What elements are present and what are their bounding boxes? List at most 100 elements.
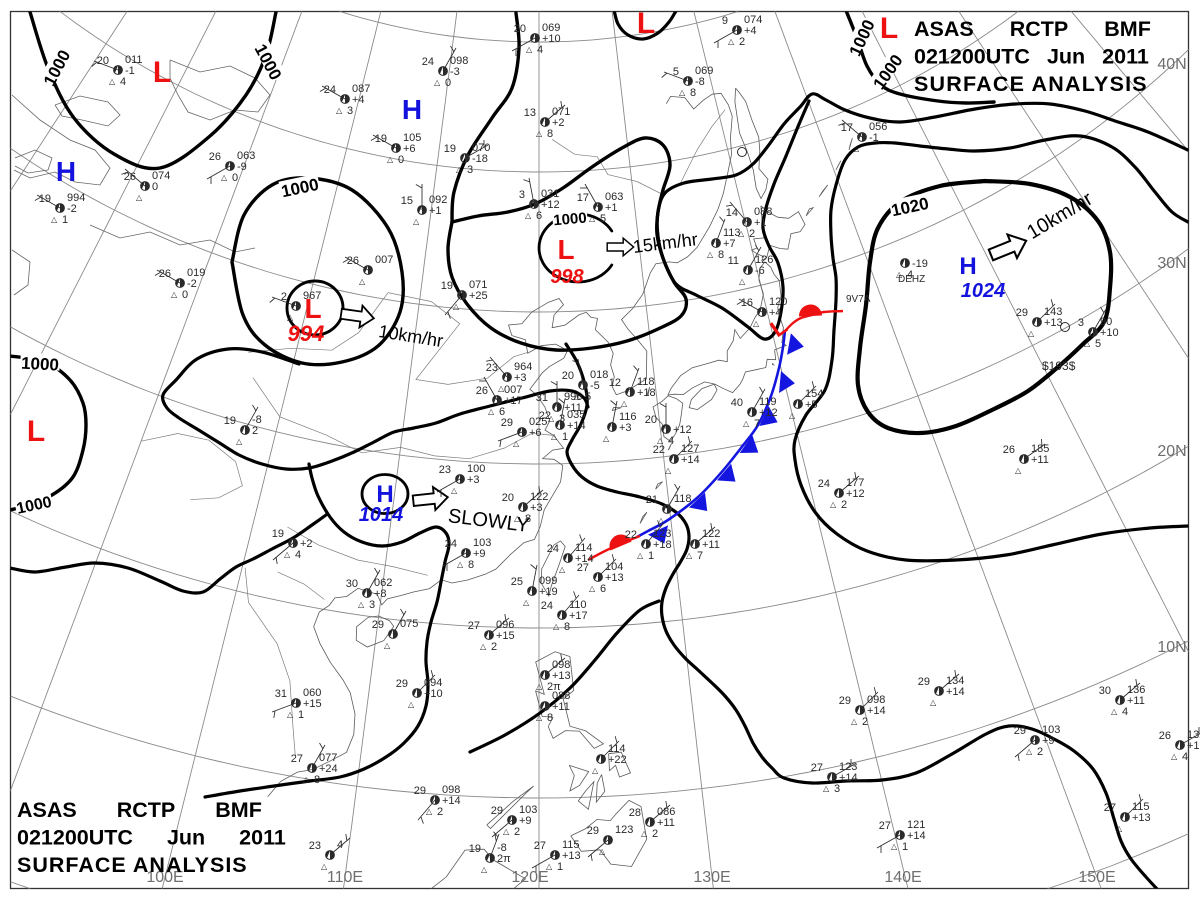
svg-text:21: 21 [646,494,658,506]
svg-text:23: 23 [309,840,321,852]
svg-text:+1: +1 [754,217,767,229]
svg-text:185: 185 [1031,443,1049,455]
svg-text:6: 6 [499,406,505,418]
svg-text:+25: +25 [469,290,488,302]
svg-text:27: 27 [534,840,546,852]
svg-text:△: △ [387,155,394,164]
svg-text:4: 4 [668,435,674,447]
svg-text:8: 8 [525,513,531,525]
svg-text:14: 14 [726,207,738,219]
svg-text:8: 8 [468,559,474,571]
svg-text:060: 060 [303,687,321,699]
svg-text:3: 3 [834,783,840,795]
svg-text:1000: 1000 [21,354,60,375]
svg-text:△: △ [451,486,458,495]
svg-text:+12: +12 [846,488,865,500]
svg-text:088: 088 [552,690,570,702]
svg-text:+10: +10 [1100,327,1119,339]
svg-text:2: 2 [491,641,497,653]
svg-text:28: 28 [629,807,641,819]
svg-text:90: 90 [1100,316,1112,328]
svg-text:△: △ [853,144,860,153]
svg-text:+2: +2 [552,117,565,129]
svg-text:△: △ [136,193,143,202]
svg-text:2: 2 [739,36,745,48]
svg-text:114: 114 [608,743,626,755]
svg-text:-8: -8 [695,76,705,88]
svg-text:2: 2 [514,826,520,838]
svg-text:△: △ [498,384,505,393]
svg-text:△: △ [592,766,599,775]
svg-text:△: △ [603,434,610,443]
svg-text:4: 4 [295,549,301,561]
svg-text:074: 074 [744,14,762,26]
svg-text:1: 1 [648,550,654,562]
svg-text:19: 19 [441,280,453,292]
svg-text:7: 7 [697,550,703,562]
svg-text:△: △ [109,77,116,86]
svg-text:+10: +10 [542,33,561,45]
svg-text:29: 29 [491,805,503,817]
svg-text:△: △ [896,270,903,279]
svg-text:27: 27 [577,562,589,574]
svg-text:29: 29 [396,678,408,690]
svg-text:062: 062 [374,577,392,589]
svg-text:8: 8 [690,87,696,99]
svg-text:29: 29 [587,825,599,837]
svg-text:17: 17 [577,192,589,204]
svg-text:+3: +3 [530,502,543,514]
svg-text:△: △ [503,827,510,836]
svg-text:△: △ [1026,747,1033,756]
svg-text:+13: +13 [562,850,581,862]
svg-text:996: 996 [564,391,582,403]
svg-text:△: △ [1015,466,1022,475]
svg-text:△: △ [548,414,555,423]
svg-text:△: △ [536,713,543,722]
svg-text:+13: +13 [552,670,571,682]
svg-text:26: 26 [124,171,136,183]
svg-text:+11: +11 [1127,695,1145,707]
svg-text:△: △ [739,277,746,286]
svg-text:27: 27 [291,753,303,765]
svg-text:+3: +3 [467,474,480,486]
svg-text:103: 103 [1042,724,1060,736]
svg-text:100E: 100E [146,869,183,886]
svg-text:+11: +11 [552,701,570,713]
svg-text:H: H [56,156,76,187]
svg-text:26: 26 [1159,730,1171,742]
svg-text:26: 26 [1003,444,1015,456]
svg-text:△: △ [546,862,553,871]
svg-text:9V7A: 9V7A [846,294,871,305]
svg-text:4: 4 [1122,706,1128,718]
svg-text:110E: 110E [327,869,363,886]
svg-text:096: 096 [496,619,514,631]
svg-text:+9: +9 [519,815,532,827]
svg-text:132: 132 [1187,729,1200,741]
svg-text:24: 24 [547,543,559,555]
svg-text:20: 20 [502,492,514,504]
svg-text:063: 063 [237,150,255,162]
svg-text:104: 104 [605,561,623,573]
svg-text:+11: +11 [1031,454,1049,466]
svg-text:+14: +14 [946,686,965,698]
svg-text:26: 26 [159,268,171,280]
svg-text:△: △ [743,419,750,428]
svg-text:△: △ [523,598,530,607]
svg-text:5: 5 [673,66,679,78]
svg-text:△: △ [536,682,543,691]
svg-text:△: △ [1116,824,1123,833]
svg-text:△: △ [686,551,693,560]
svg-text:1014: 1014 [359,504,404,526]
svg-text:+14: +14 [575,553,594,565]
svg-text:113: 113 [723,227,741,239]
svg-text:116: 116 [619,411,637,423]
svg-text:+5: +5 [805,399,818,411]
svg-text:△: △ [621,399,628,408]
svg-text:△: △ [358,600,365,609]
svg-text:+15: +15 [496,630,515,642]
svg-text:L: L [304,293,321,324]
svg-text:23: 23 [486,362,498,374]
svg-text:122: 122 [530,491,548,503]
svg-text:△: △ [526,45,533,54]
